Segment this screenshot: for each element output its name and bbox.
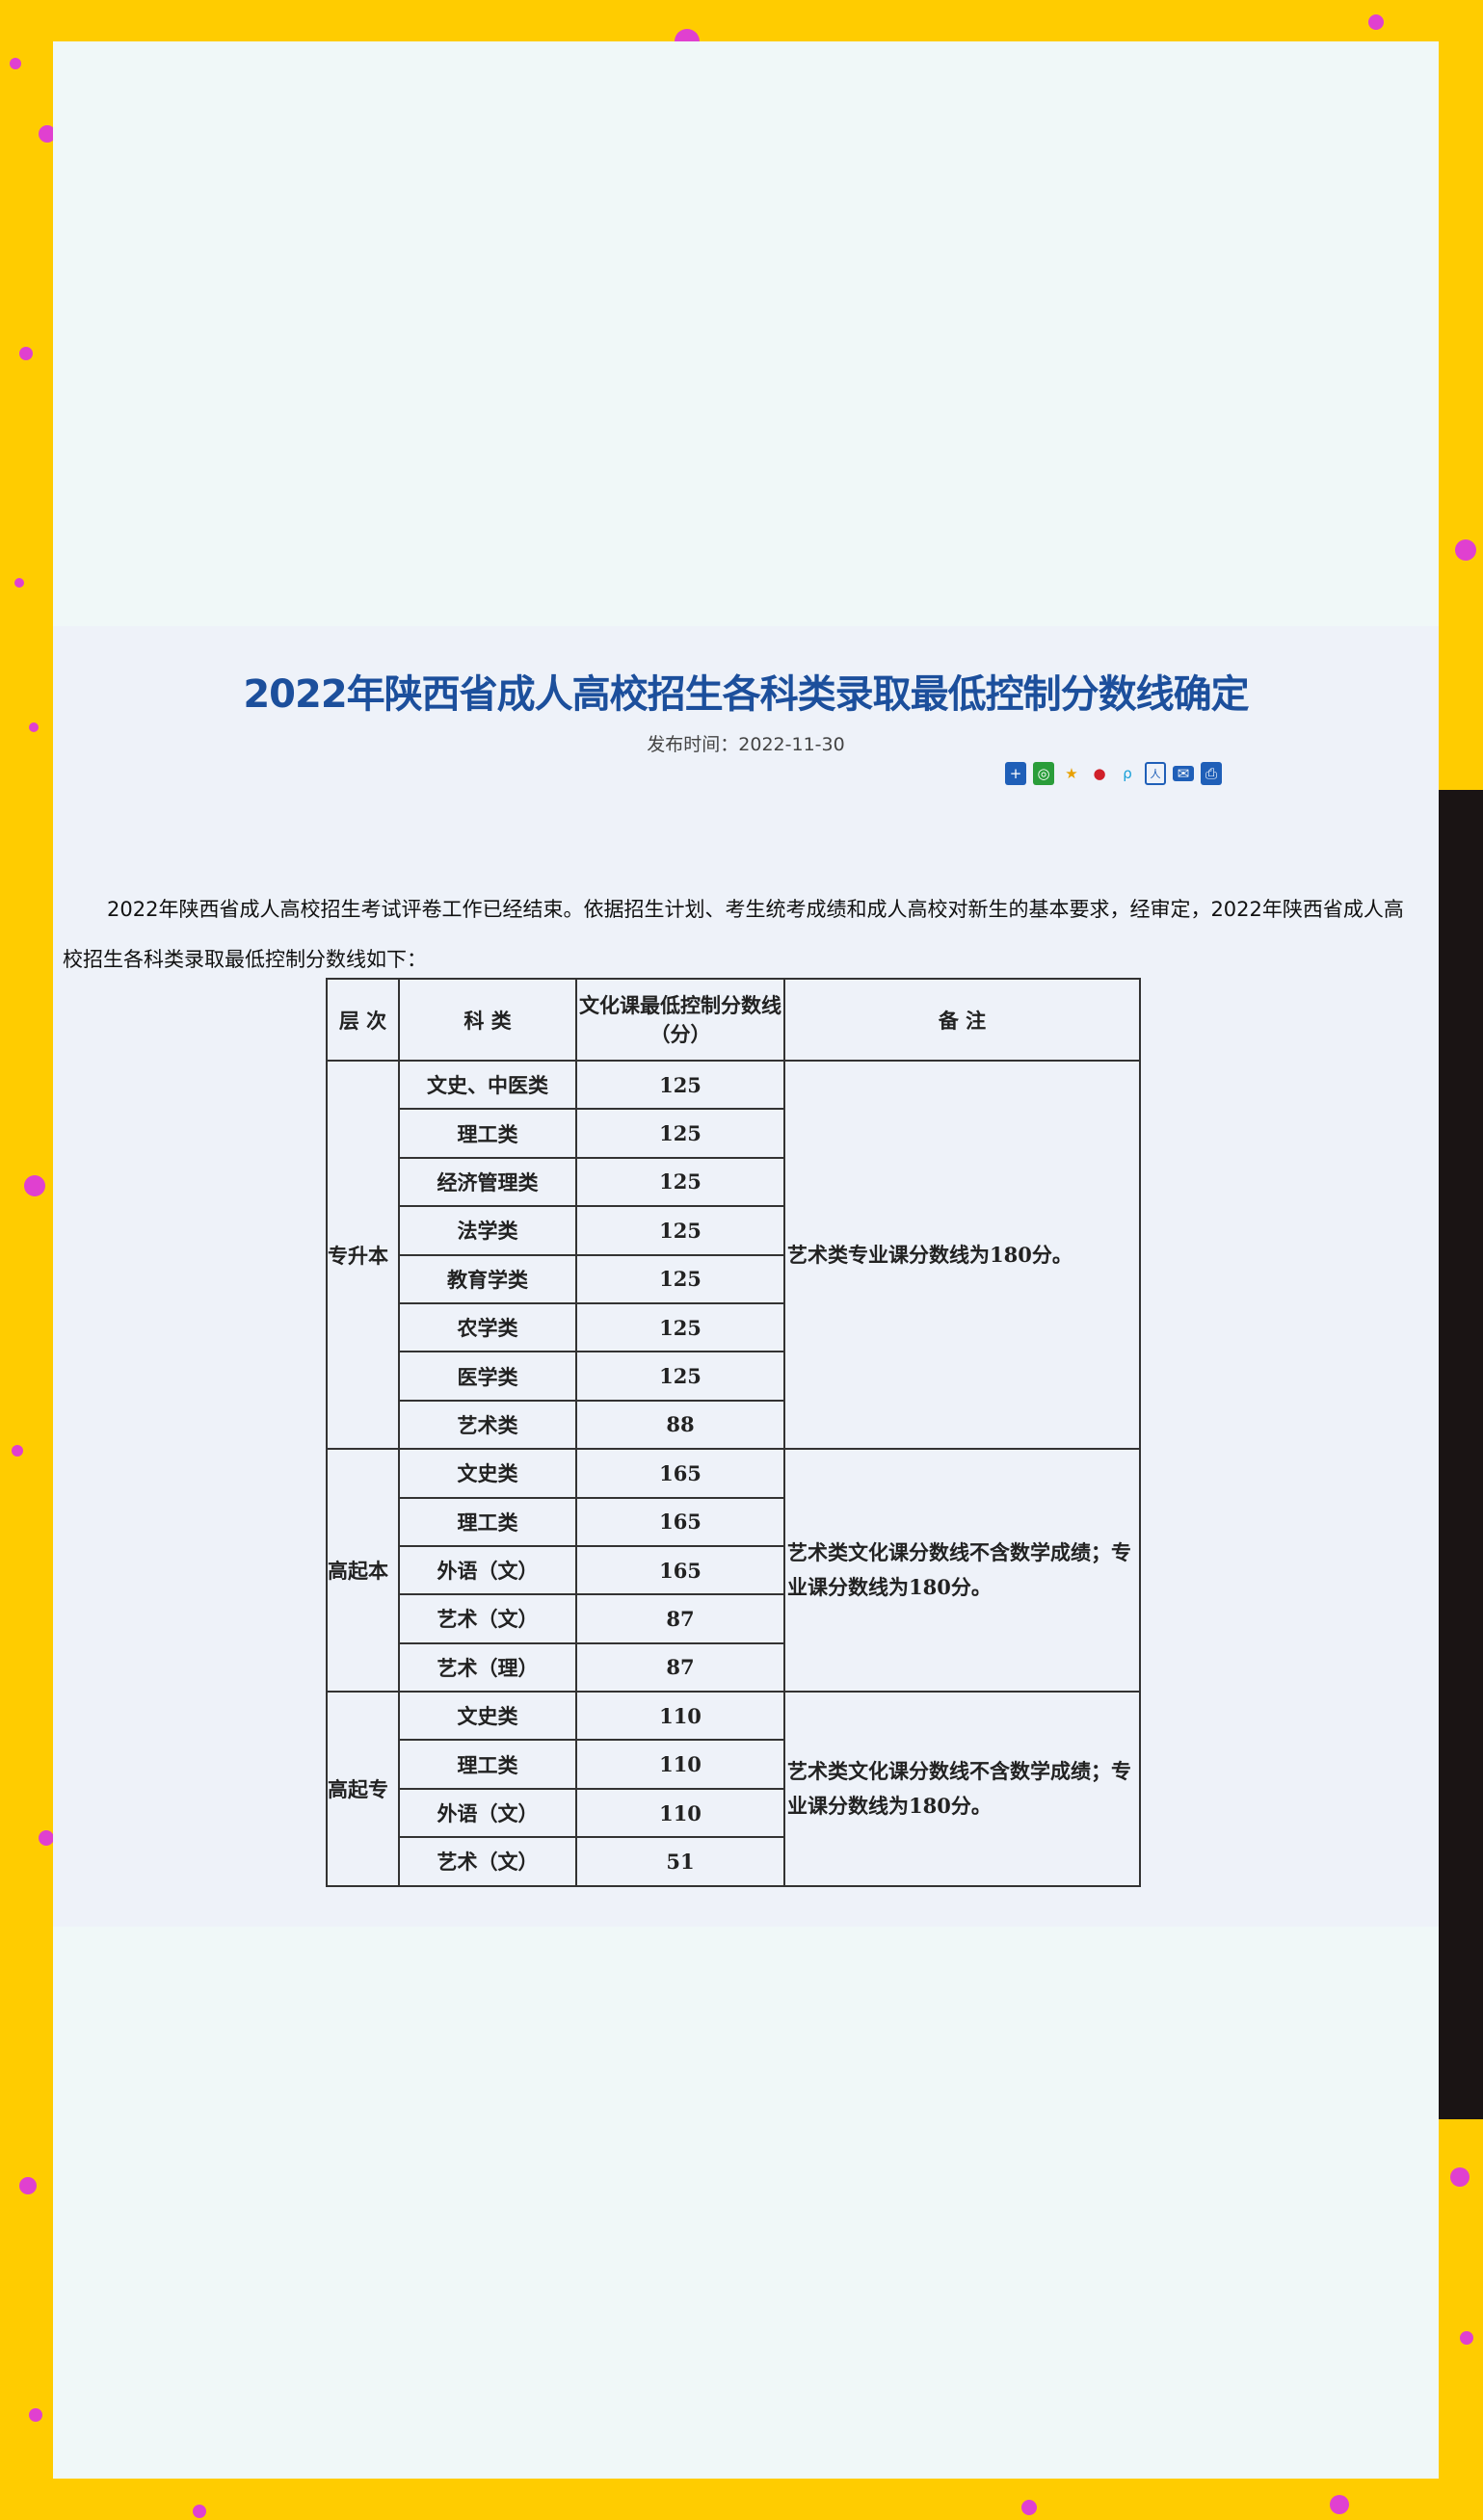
score-cell: 110 — [575, 1739, 785, 1790]
share-toolbar: + ◎ ★ ● ρ 人 ✉ ⎙ — [1005, 762, 1222, 785]
decorative-dot — [1330, 2495, 1349, 2514]
wechat-icon[interactable]: ◎ — [1033, 762, 1054, 785]
table-row: 艺术（文） 87 — [327, 1593, 1140, 1644]
score-cell: 87 — [575, 1641, 785, 1693]
score-cell: 110 — [575, 1787, 785, 1839]
table-row: 理工类 110 — [327, 1739, 1140, 1790]
decorative-dot — [1450, 2167, 1470, 2187]
decorative-dot — [19, 347, 33, 360]
category-cell: 经济管理类 — [398, 1156, 577, 1208]
category-cell: 农学类 — [398, 1301, 577, 1353]
table-row: 理工类 125 — [327, 1108, 1140, 1159]
category-cell: 艺术（理） — [398, 1641, 577, 1693]
table-row: 外语（文） 110 — [327, 1787, 1140, 1839]
publish-date: 发布时间：2022-11-30 — [647, 734, 845, 755]
score-table: 层 次 科 类 文化课最低控制分数线（分） 备 注 专升本 文史、中医类 125 艺术… — [326, 978, 1141, 1887]
category-cell: 教育学类 — [398, 1253, 577, 1304]
table-row: 医学类 125 — [327, 1351, 1140, 1402]
decorative-dot — [1021, 2500, 1037, 2515]
decorative-dot — [19, 2177, 37, 2194]
header-note: 备 注 — [783, 978, 1141, 1062]
category-cell: 法学类 — [398, 1205, 577, 1256]
level-cell: 高起本 — [326, 1448, 400, 1693]
score-cell: 125 — [575, 1205, 785, 1256]
category-cell: 理工类 — [398, 1108, 577, 1159]
print-icon[interactable]: ⎙ — [1201, 762, 1222, 785]
table-row: 高起专 文史类 110 艺术类文化课分数线不含数学成绩；专业课分数线为180分。 — [326, 1691, 1141, 1887]
table-row: 高起本 文史类 165 艺术类文化课分数线不含数学成绩；专业课分数线为180分。 — [326, 1448, 1141, 1693]
table-row: 专升本 文史、中医类 125 艺术类专业课分数线为180分。 — [326, 1059, 1141, 1451]
category-cell: 理工类 — [398, 1739, 577, 1790]
category-cell: 理工类 — [398, 1496, 577, 1547]
table-row: 艺术类 88 — [327, 1399, 1140, 1451]
category-cell: 文史、中医类 — [398, 1059, 577, 1111]
header-level: 层 次 — [326, 978, 400, 1062]
category-cell: 文史类 — [398, 1448, 577, 1499]
table-row: 艺术（理） 87 — [327, 1641, 1140, 1693]
score-cell: 87 — [575, 1593, 785, 1644]
note-cell: 艺术类文化课分数线不含数学成绩；专业课分数线为180分。 — [783, 1448, 1141, 1693]
decorative-dot — [29, 2408, 42, 2422]
intro-paragraph: 2022年陕西省成人高校招生考试评卷工作已经结束。依据招生计划、考生统考成绩和成… — [63, 898, 1404, 971]
decorative-dot — [10, 58, 21, 69]
decorative-dot — [193, 2505, 206, 2518]
score-cell: 51 — [575, 1836, 785, 1887]
score-cell: 125 — [575, 1156, 785, 1208]
score-cell: 125 — [575, 1108, 785, 1159]
decorative-dot — [39, 1830, 54, 1846]
category-cell: 艺术（文） — [398, 1593, 577, 1644]
table-row: 艺术（文） 51 — [327, 1836, 1140, 1887]
article-title: 2022年陕西省成人高校招生各科类录取最低控制分数线确定 — [243, 672, 1249, 717]
category-cell: 外语（文） — [398, 1787, 577, 1839]
decorative-dot — [1460, 2331, 1473, 2345]
email-icon[interactable]: ✉ — [1173, 765, 1194, 782]
table-row: 理工类 165 — [327, 1496, 1140, 1547]
score-cell: 125 — [575, 1253, 785, 1304]
decorative-dot — [14, 578, 24, 588]
score-cell: 165 — [575, 1496, 785, 1547]
score-cell: 125 — [575, 1059, 785, 1111]
decorative-dot — [39, 125, 56, 143]
favorite-star-icon[interactable]: ★ — [1065, 765, 1078, 782]
renren-icon[interactable]: 人 — [1145, 762, 1166, 785]
table-row: 农学类 125 — [327, 1301, 1140, 1353]
header-score: 文化课最低控制分数线（分） — [575, 978, 785, 1062]
note-cell: 艺术类文化课分数线不含数学成绩；专业课分数线为180分。 — [783, 1691, 1141, 1887]
article-screenshot: 2022年陕西省成人高校招生各科类录取最低控制分数线确定 发布时间：2022-1… — [53, 626, 1439, 1927]
table-row: 外语（文） 165 — [327, 1544, 1140, 1596]
score-cell: 125 — [575, 1301, 785, 1353]
score-cell: 88 — [575, 1399, 785, 1451]
weibo-icon[interactable]: ● — [1093, 765, 1106, 782]
category-cell: 外语（文） — [398, 1544, 577, 1596]
table-row: 教育学类 125 — [327, 1253, 1140, 1304]
score-cell: 165 — [575, 1544, 785, 1596]
score-cell: 165 — [575, 1448, 785, 1499]
category-cell: 艺术（文） — [398, 1836, 577, 1887]
header-category: 科 类 — [398, 978, 577, 1062]
category-cell: 医学类 — [398, 1351, 577, 1402]
qzone-icon[interactable]: ρ — [1123, 765, 1132, 782]
decorative-dot — [12, 1445, 23, 1457]
score-cell: 110 — [575, 1691, 785, 1742]
score-cell: 125 — [575, 1351, 785, 1402]
decorative-dot — [1455, 539, 1476, 561]
decorative-dot — [1368, 14, 1384, 30]
level-cell: 专升本 — [326, 1059, 400, 1451]
background-photo-edge — [1439, 790, 1483, 2119]
category-cell: 文史类 — [398, 1691, 577, 1742]
decorative-dot — [29, 722, 39, 732]
category-cell: 艺术类 — [398, 1399, 577, 1451]
table-row: 经济管理类 125 — [327, 1156, 1140, 1208]
decorative-dot — [24, 1175, 45, 1196]
level-cell: 高起专 — [326, 1691, 400, 1887]
table-row: 法学类 125 — [327, 1205, 1140, 1256]
note-cell: 艺术类专业课分数线为180分。 — [783, 1059, 1141, 1451]
plus-share-icon[interactable]: + — [1005, 762, 1026, 785]
